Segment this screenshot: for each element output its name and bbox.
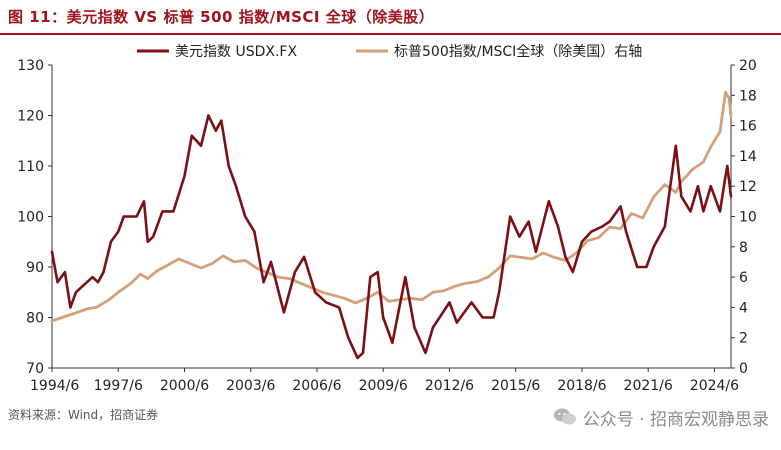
right-axis-tick-label: 0: [739, 361, 748, 377]
usd-index-line: [50, 114, 733, 360]
source-note: 资料来源：Wind，招商证券: [8, 408, 159, 422]
title-underline: [0, 33, 781, 35]
x-axis-tick-label: 2003/6: [226, 378, 275, 394]
x-axis-tick-label: 2018/6: [557, 378, 606, 394]
left-axis-tick-label: 90: [26, 260, 44, 276]
x-axis-tick-label: 1997/6: [94, 378, 143, 394]
axes: 70 80 90 100 110 120 130 0 2 4 6 8 10 12 14 16 18 20 1994/…: [17, 58, 757, 394]
sp500-msci-ratio-line: [50, 90, 733, 323]
right-axis-tick-label: 18: [739, 88, 757, 104]
left-axis-tick-label: 80: [26, 311, 44, 327]
title-bar: 图 11：美元指数 VS 标普 500 指数/MSCI 全球（除美股）: [0, 0, 781, 35]
x-axis-tick-label: 2024/6: [690, 378, 739, 394]
left-axis-tick-label: 100: [17, 210, 44, 226]
left-axis-tick-label: 70: [26, 361, 44, 377]
x-axis-tick-label: 2000/6: [160, 378, 209, 394]
left-axis-tick-label: 120: [17, 109, 44, 125]
right-axis-tick-label: 4: [739, 300, 748, 316]
right-axis-tick-label: 16: [739, 119, 757, 135]
legend-sp500-msci-label: 标普500指数/MSCI全球（除美国）右轴: [394, 43, 642, 60]
right-axis-tick-label: 6: [739, 270, 748, 286]
right-axis-tick-label: 14: [739, 149, 757, 165]
right-axis-tick-label: 2: [739, 331, 748, 347]
x-axis-tick-label: 2012/6: [425, 378, 474, 394]
legend-usd-index-label: 美元指数 USDX.FX: [175, 44, 297, 60]
chart-title: 图 11：美元指数 VS 标普 500 指数/MSCI 全球（除美股）: [8, 8, 435, 26]
x-axis-tick-label: 2006/6: [292, 378, 341, 394]
watermark-text: 公众号 · 招商宏观静思录: [582, 409, 769, 430]
right-axis-tick-label: 10: [739, 210, 757, 226]
x-axis-tick-label: 2015/6: [491, 378, 540, 394]
x-axis-tick-label: 2009/6: [359, 378, 408, 394]
right-axis-tick-label: 8: [739, 240, 748, 256]
left-axis-tick-label: 110: [17, 159, 44, 175]
x-axis-tick-label: 2021/6: [624, 378, 673, 394]
watermark: 公众号 · 招商宏观静思录: [553, 404, 769, 430]
legend: 美元指数 USDX.FX 标普500指数/MSCI全球（除美国）右轴: [137, 43, 642, 60]
right-axis-tick-label: 20: [739, 58, 757, 74]
line-chart: 美元指数 USDX.FX 标普500指数/MSCI全球（除美国）右轴 708090…: [17, 43, 757, 394]
plot-area: [50, 90, 733, 360]
left-axis-tick-label: 130: [17, 58, 44, 74]
x-axis-tick-label: 1994/6: [30, 378, 79, 394]
right-axis-tick-label: 12: [739, 179, 757, 195]
wechat-icon: [553, 408, 576, 425]
